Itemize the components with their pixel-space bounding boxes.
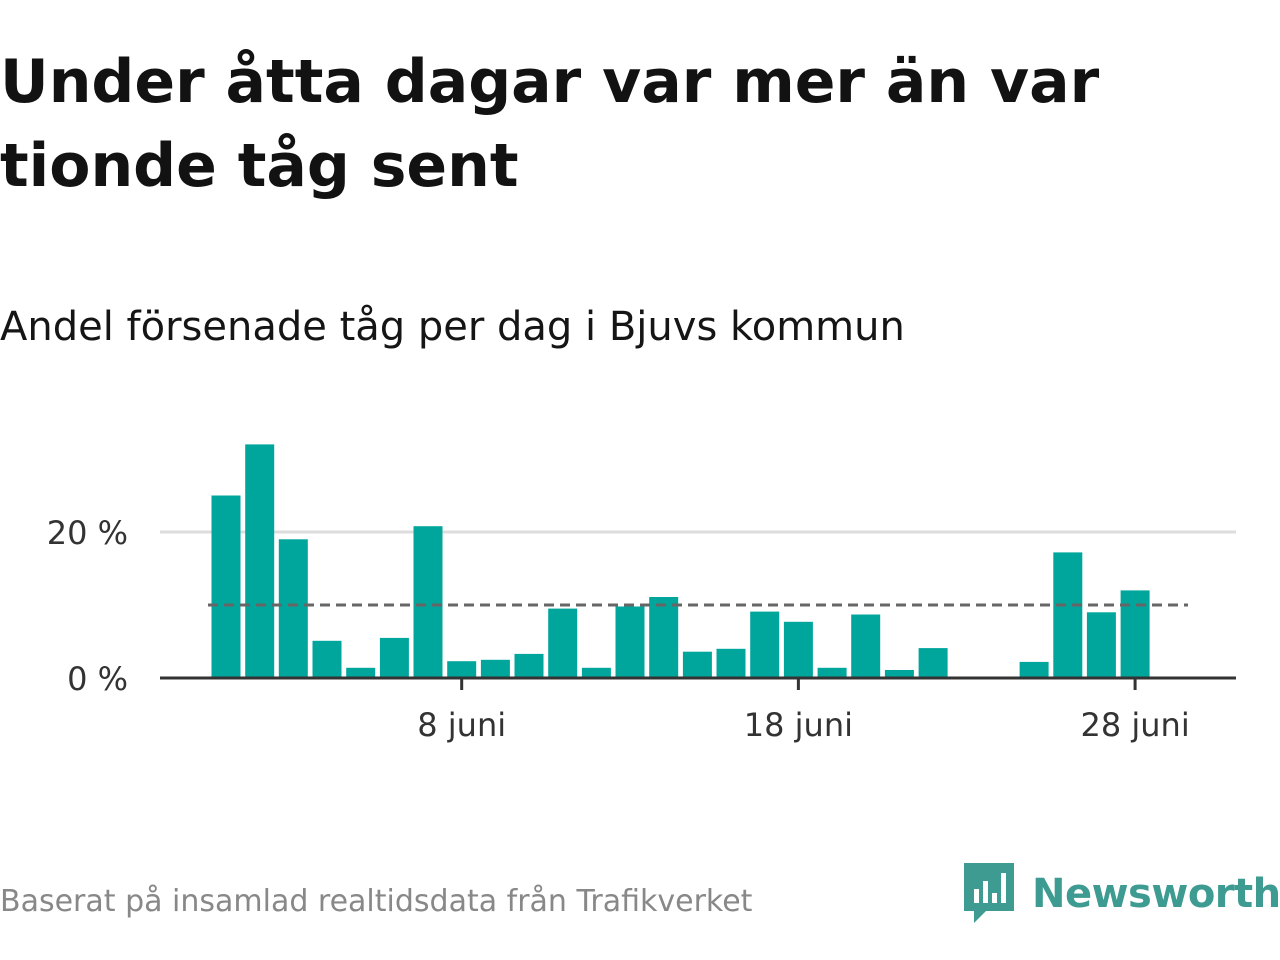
newsworthy-logo-icon: [964, 863, 1014, 923]
bar: [884, 670, 914, 678]
bar: [817, 667, 847, 678]
bar: [615, 606, 645, 678]
bar: [312, 640, 342, 678]
bar: [716, 648, 746, 678]
bar: [1019, 661, 1049, 678]
bar: [1086, 612, 1116, 678]
source-note: Baserat på insamlad realtidsdata från Tr…: [0, 884, 753, 919]
bar: [480, 659, 510, 679]
bar: [918, 648, 948, 678]
bar: [514, 653, 544, 678]
bar: [346, 667, 376, 678]
bar: [548, 608, 578, 678]
bar: [413, 526, 443, 678]
x-tick-label: 18 juni: [744, 706, 853, 744]
chart-title: Under åtta dagar var mer än var tionde t…: [0, 47, 1100, 201]
bar: [581, 667, 611, 678]
bar: [1053, 552, 1083, 678]
bars-layer: [211, 444, 1150, 679]
y-tick-label: 0 %: [67, 660, 128, 698]
bar: [649, 597, 679, 678]
bar: [211, 495, 241, 678]
x-tick-label: 8 juni: [417, 706, 506, 744]
chart-subtitle: Andel försenade tåg per dag i Bjuvs komm…: [0, 304, 905, 350]
x-tick-label: 28 juni: [1080, 706, 1189, 744]
bar: [447, 661, 477, 678]
bar: [245, 444, 275, 678]
axis-layer: 0 % 20 % 8 juni 18 juni 28 juni: [47, 514, 1236, 744]
y-tick-label: 20 %: [47, 514, 128, 552]
bar: [379, 637, 409, 678]
bar: [851, 614, 881, 678]
bar: [750, 611, 780, 678]
brand-logo: Newsworthy: [964, 862, 1280, 926]
bar: [278, 539, 308, 678]
bar: [682, 651, 712, 678]
bar: [783, 621, 813, 678]
brand-name: Newsworthy: [1032, 871, 1280, 917]
